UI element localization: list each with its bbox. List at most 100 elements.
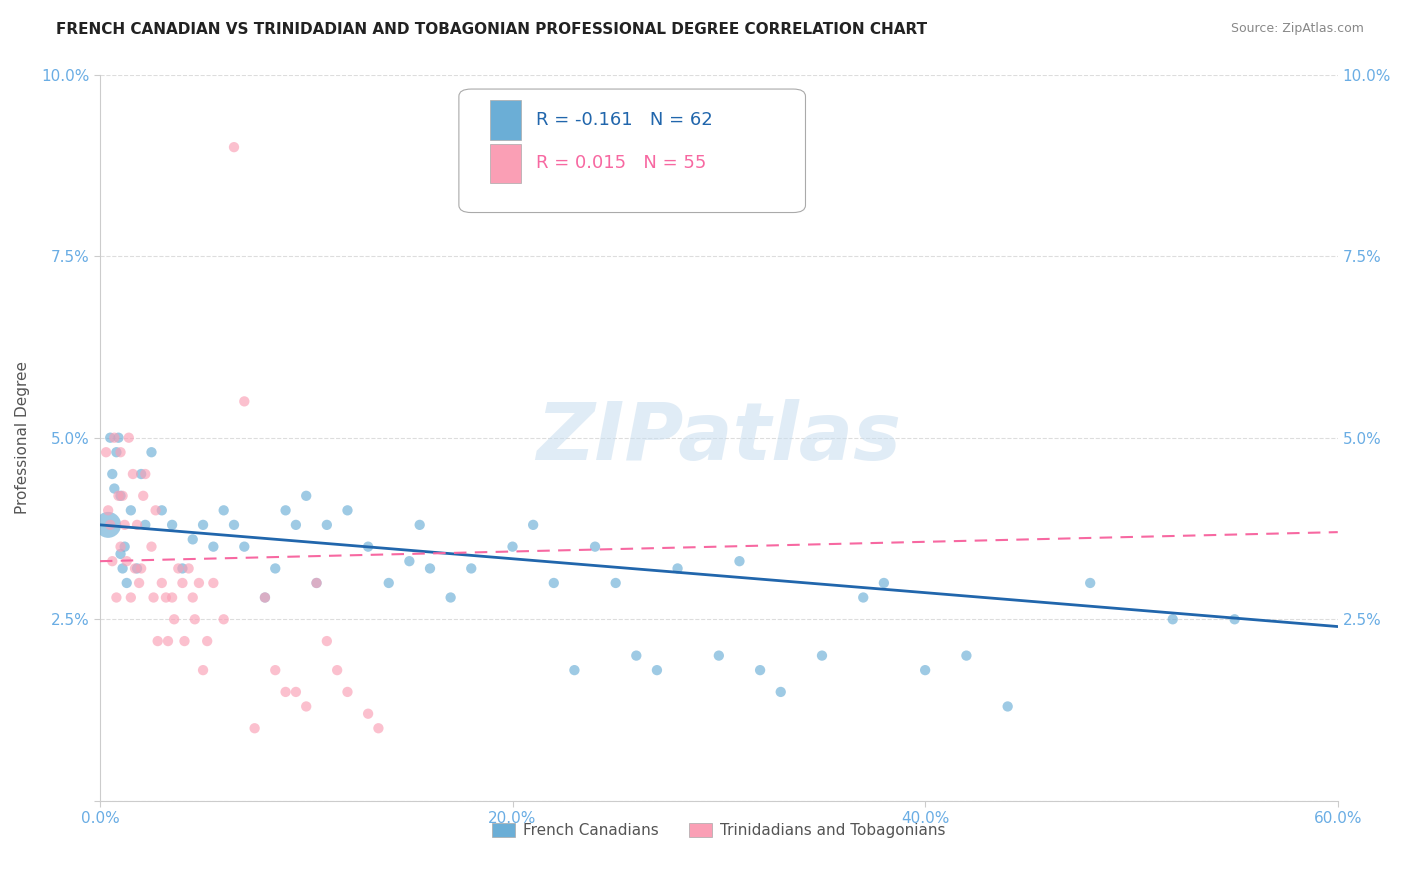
Point — [177, 561, 200, 575]
Point — [129, 467, 152, 481]
Legend: French Canadians, Trinidadians and Tobagonians: French Canadians, Trinidadians and Tobag… — [486, 817, 952, 844]
Point — [336, 685, 359, 699]
Point — [110, 547, 132, 561]
Point — [120, 591, 142, 605]
Point — [749, 663, 772, 677]
FancyBboxPatch shape — [489, 100, 520, 140]
Point — [222, 140, 245, 154]
Point — [955, 648, 977, 663]
Point — [160, 517, 183, 532]
Point — [181, 533, 204, 547]
Point — [326, 663, 349, 677]
Point — [118, 431, 141, 445]
Text: FRENCH CANADIAN VS TRINIDADIAN AND TOBAGONIAN PROFESSIONAL DEGREE CORRELATION CH: FRENCH CANADIAN VS TRINIDADIAN AND TOBAG… — [56, 22, 928, 37]
Point — [707, 648, 730, 663]
Point — [295, 699, 318, 714]
Point — [187, 576, 209, 591]
Point — [125, 561, 148, 575]
Point — [336, 503, 359, 517]
Point — [141, 445, 163, 459]
Point — [101, 554, 124, 568]
Point — [1078, 576, 1101, 591]
Point — [103, 482, 125, 496]
Point — [156, 634, 179, 648]
Point — [295, 489, 318, 503]
Point — [460, 561, 482, 575]
Point — [315, 634, 337, 648]
Point — [233, 394, 256, 409]
Point — [274, 503, 297, 517]
Point — [122, 467, 145, 481]
Point — [172, 576, 194, 591]
Point — [124, 561, 146, 575]
FancyBboxPatch shape — [489, 144, 520, 184]
Point — [167, 561, 190, 575]
Point — [202, 576, 225, 591]
Point — [94, 445, 117, 459]
Point — [583, 540, 606, 554]
Point — [543, 576, 565, 591]
Point — [107, 489, 129, 503]
Point — [357, 540, 380, 554]
Point — [212, 612, 235, 626]
Point — [195, 634, 218, 648]
Point — [150, 576, 173, 591]
Point — [134, 517, 156, 532]
Point — [111, 489, 134, 503]
Point — [202, 540, 225, 554]
Point — [107, 431, 129, 445]
Point — [222, 517, 245, 532]
Point — [645, 663, 668, 677]
Point — [97, 503, 120, 517]
Point — [98, 431, 121, 445]
Point — [243, 721, 266, 735]
Point — [155, 591, 177, 605]
Point — [408, 517, 430, 532]
Point — [129, 561, 152, 575]
Point — [101, 467, 124, 481]
Text: Source: ZipAtlas.com: Source: ZipAtlas.com — [1230, 22, 1364, 36]
Point — [253, 591, 276, 605]
Point — [125, 517, 148, 532]
Point — [398, 554, 420, 568]
Point — [110, 489, 132, 503]
Point — [305, 576, 328, 591]
Point — [111, 561, 134, 575]
Point — [141, 540, 163, 554]
Point — [163, 612, 186, 626]
Point — [284, 685, 307, 699]
Point — [367, 721, 389, 735]
Point — [181, 591, 204, 605]
Text: ZIPatlas: ZIPatlas — [536, 399, 901, 476]
Point — [564, 663, 586, 677]
Point — [115, 554, 138, 568]
Point — [728, 554, 751, 568]
Point — [160, 591, 183, 605]
Point — [605, 576, 627, 591]
Text: R = 0.015   N = 55: R = 0.015 N = 55 — [536, 154, 706, 172]
Point — [132, 489, 155, 503]
Point — [110, 540, 132, 554]
Text: R = -0.161   N = 62: R = -0.161 N = 62 — [536, 111, 713, 129]
Point — [626, 648, 648, 663]
Point — [419, 561, 441, 575]
Point — [105, 445, 128, 459]
Point — [274, 685, 297, 699]
Point — [666, 561, 689, 575]
Point — [145, 503, 167, 517]
Point — [172, 561, 194, 575]
Point — [233, 540, 256, 554]
Point — [134, 467, 156, 481]
Point — [811, 648, 834, 663]
Point — [184, 612, 207, 626]
Point — [105, 591, 128, 605]
Point — [110, 445, 132, 459]
Point — [128, 576, 150, 591]
Point — [142, 591, 165, 605]
Point — [377, 576, 399, 591]
Point — [114, 540, 136, 554]
Point — [191, 517, 214, 532]
Point — [315, 517, 337, 532]
Point — [115, 576, 138, 591]
Point — [1161, 612, 1184, 626]
